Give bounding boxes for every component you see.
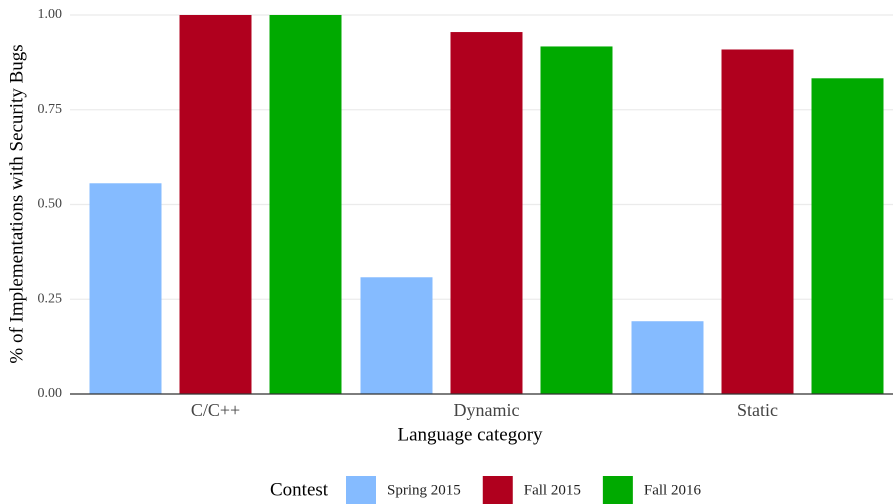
bar: [811, 78, 884, 394]
legend-swatch: [482, 476, 513, 504]
legend-swatch: [602, 476, 633, 504]
legend-title: Contest: [270, 479, 329, 500]
bar: [89, 183, 162, 394]
legend-label: Fall 2016: [644, 482, 702, 498]
x-axis-label: Language category: [397, 424, 543, 445]
bar: [269, 15, 342, 394]
x-tick-label: C/C++: [191, 400, 240, 420]
bar: [179, 15, 252, 394]
y-tick-label: 0.25: [38, 291, 63, 306]
legend-label: Fall 2015: [524, 482, 581, 498]
bar: [450, 32, 523, 395]
bar: [360, 277, 433, 394]
y-tick-label: 0.00: [38, 386, 63, 401]
y-axis-label: % of Implementations with Security Bugs: [6, 44, 27, 363]
y-tick-label: 0.50: [38, 197, 63, 212]
bar: [540, 46, 613, 394]
x-tick-label: Static: [737, 400, 778, 420]
bar: [631, 321, 704, 394]
bar: [721, 49, 794, 394]
legend: Contest Spring 2015 Fall 2015 Fall 2016: [270, 476, 701, 504]
x-tick-label: Dynamic: [454, 400, 520, 420]
legend-label: Spring 2015: [387, 482, 461, 498]
legend-swatch: [346, 476, 376, 504]
y-tick-label: 1.00: [38, 7, 63, 22]
y-tick-label: 0.75: [38, 102, 63, 117]
